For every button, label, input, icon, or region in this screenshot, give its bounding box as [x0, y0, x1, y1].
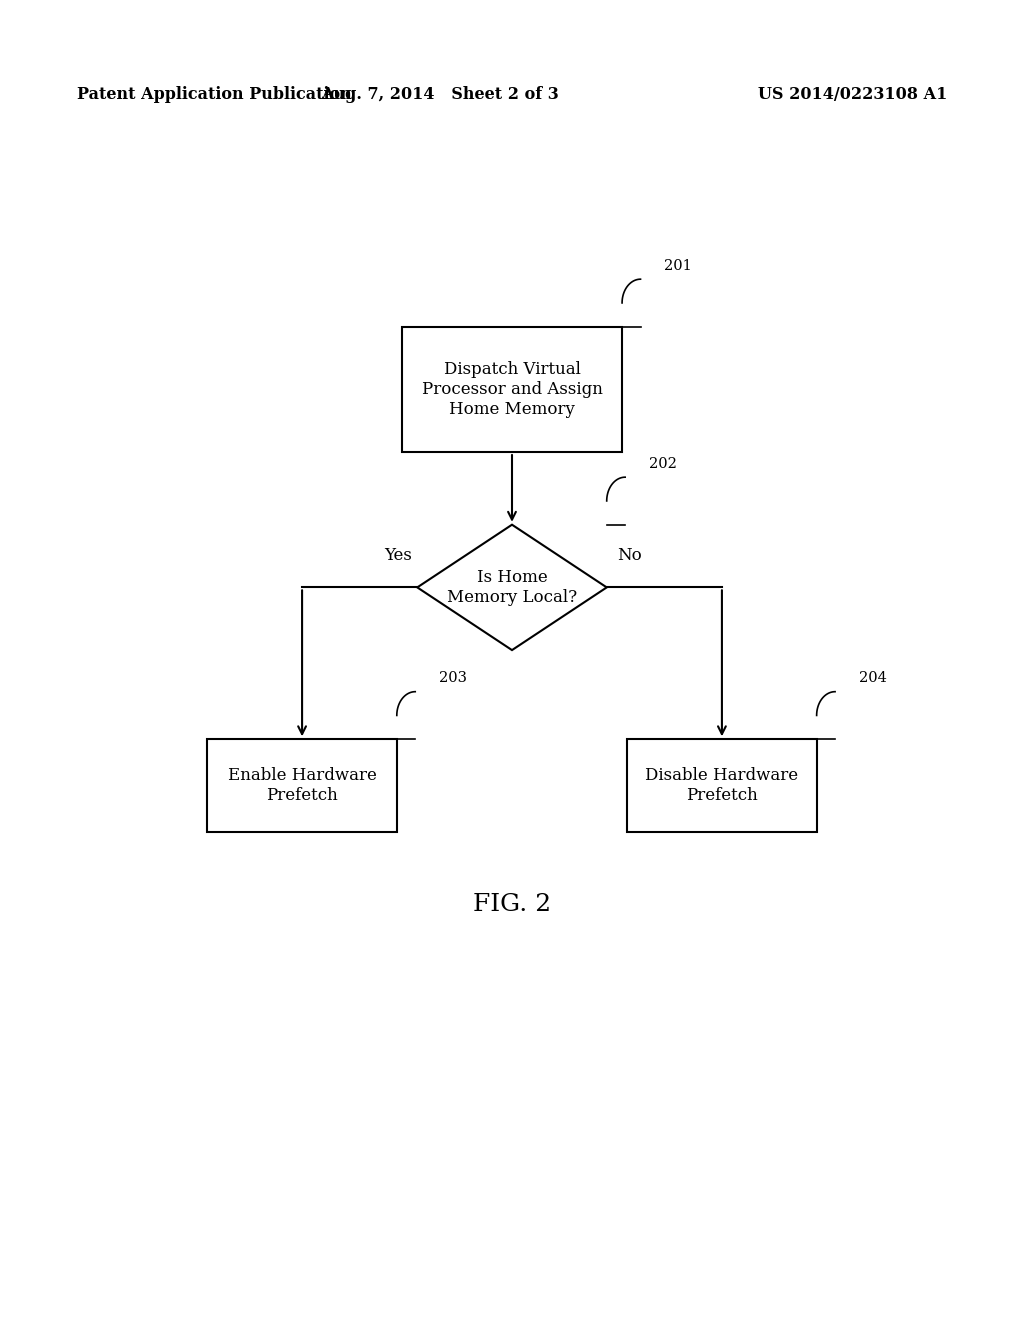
Text: FIG. 2: FIG. 2 — [473, 892, 551, 916]
Text: Dispatch Virtual
Processor and Assign
Home Memory: Dispatch Virtual Processor and Assign Ho… — [422, 362, 602, 417]
Text: No: No — [616, 546, 642, 564]
Text: Aug. 7, 2014   Sheet 2 of 3: Aug. 7, 2014 Sheet 2 of 3 — [322, 86, 559, 103]
Text: 201: 201 — [665, 259, 692, 272]
Text: 202: 202 — [649, 457, 677, 470]
Text: Enable Hardware
Prefetch: Enable Hardware Prefetch — [227, 767, 377, 804]
Text: Disable Hardware
Prefetch: Disable Hardware Prefetch — [645, 767, 799, 804]
Text: Yes: Yes — [384, 546, 412, 564]
Bar — [627, 739, 816, 832]
Text: 203: 203 — [438, 671, 467, 685]
Text: Patent Application Publication: Patent Application Publication — [77, 86, 351, 103]
Text: Is Home
Memory Local?: Is Home Memory Local? — [446, 569, 578, 606]
Bar — [207, 739, 396, 832]
Bar — [401, 327, 623, 451]
Text: 204: 204 — [858, 671, 887, 685]
Polygon shape — [418, 524, 606, 649]
Text: US 2014/0223108 A1: US 2014/0223108 A1 — [758, 86, 947, 103]
